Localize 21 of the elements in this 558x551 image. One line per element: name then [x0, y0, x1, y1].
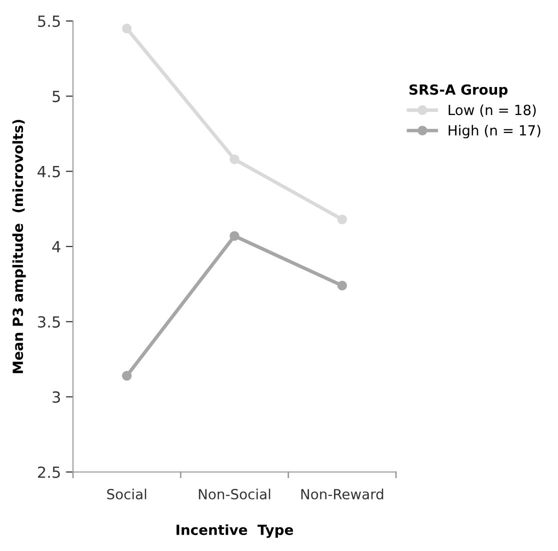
y-tick-label: 3.5 — [38, 316, 60, 328]
legend-label: High (n = 17) — [448, 124, 540, 138]
x-tick-label: Non-Social — [198, 488, 270, 500]
y-tick-label: 4.5 — [38, 166, 60, 178]
x-axis-title: Incentive Type — [176, 524, 294, 538]
y-tick-label: 4 — [52, 241, 60, 252]
point — [122, 24, 132, 34]
x-tick-label: Non-Reward — [301, 488, 384, 500]
y-tick-label: 2.5 — [38, 466, 60, 478]
point — [337, 214, 348, 224]
point — [230, 231, 240, 241]
y-axis-title: Mean P3 amplitude (microvolts) — [12, 120, 26, 374]
legend-title: SRS-A Group — [409, 84, 508, 98]
x-tick-label: Social — [107, 488, 146, 500]
point — [122, 370, 132, 381]
y-tick-label: 5.5 — [38, 16, 60, 28]
point — [337, 280, 348, 290]
y-tick-label: 3 — [52, 391, 60, 403]
y-tick-label: 5 — [52, 90, 60, 102]
point — [230, 154, 240, 164]
legend-label: Low (n = 18) — [448, 104, 536, 117]
